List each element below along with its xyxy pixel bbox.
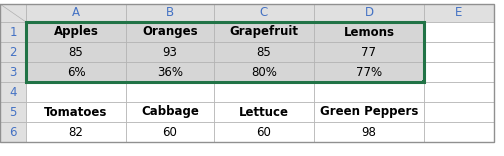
Bar bbox=[0, 4, 26, 22]
Text: Lettuce: Lettuce bbox=[239, 105, 289, 119]
Text: D: D bbox=[364, 7, 373, 20]
Text: Tomatoes: Tomatoes bbox=[44, 105, 108, 119]
Bar bbox=[314, 62, 424, 82]
Text: 4: 4 bbox=[9, 85, 17, 98]
Text: 6: 6 bbox=[9, 125, 17, 139]
Bar bbox=[314, 22, 424, 42]
Bar bbox=[314, 102, 424, 122]
Text: C: C bbox=[260, 7, 268, 20]
Bar bbox=[314, 122, 424, 142]
Bar bbox=[214, 62, 314, 82]
Text: 80%: 80% bbox=[251, 66, 277, 78]
Bar bbox=[0, 122, 26, 142]
Text: 36%: 36% bbox=[157, 66, 183, 78]
Bar bbox=[126, 82, 214, 102]
Text: Green Peppers: Green Peppers bbox=[320, 105, 418, 119]
Bar bbox=[26, 4, 126, 22]
Text: 60: 60 bbox=[257, 125, 272, 139]
Text: Cabbage: Cabbage bbox=[141, 105, 199, 119]
Text: A: A bbox=[72, 7, 80, 20]
Bar bbox=[126, 102, 214, 122]
Bar bbox=[126, 22, 214, 42]
Text: 98: 98 bbox=[361, 125, 376, 139]
Bar bbox=[314, 42, 424, 62]
Bar bbox=[126, 42, 214, 62]
Text: E: E bbox=[455, 7, 463, 20]
Text: 1: 1 bbox=[9, 25, 17, 39]
Bar bbox=[214, 22, 314, 42]
Bar bbox=[424, 62, 494, 82]
Bar bbox=[422, 80, 426, 84]
Bar bbox=[26, 122, 126, 142]
Bar bbox=[424, 4, 494, 22]
Bar bbox=[0, 22, 26, 42]
Bar bbox=[26, 22, 126, 42]
Bar bbox=[214, 82, 314, 102]
Bar bbox=[424, 42, 494, 62]
Bar bbox=[26, 22, 424, 82]
Text: Lemons: Lemons bbox=[344, 25, 395, 39]
Text: 2: 2 bbox=[9, 46, 17, 58]
Bar bbox=[424, 122, 494, 142]
Text: 77: 77 bbox=[361, 46, 376, 58]
Bar bbox=[214, 42, 314, 62]
Bar bbox=[0, 4, 494, 142]
Bar bbox=[314, 4, 424, 22]
Bar bbox=[314, 82, 424, 102]
Text: Oranges: Oranges bbox=[142, 25, 198, 39]
Text: 60: 60 bbox=[163, 125, 177, 139]
Bar bbox=[214, 4, 314, 22]
Bar bbox=[26, 82, 126, 102]
Text: 82: 82 bbox=[69, 125, 84, 139]
Bar bbox=[126, 122, 214, 142]
Text: 85: 85 bbox=[69, 46, 83, 58]
Bar bbox=[26, 62, 126, 82]
Bar bbox=[0, 82, 26, 102]
Text: Apples: Apples bbox=[53, 25, 98, 39]
Bar bbox=[126, 4, 214, 22]
Bar bbox=[214, 102, 314, 122]
Text: 5: 5 bbox=[9, 105, 17, 119]
Bar bbox=[0, 102, 26, 122]
Bar bbox=[424, 82, 494, 102]
Text: 3: 3 bbox=[9, 66, 17, 78]
Bar bbox=[424, 22, 494, 42]
Bar bbox=[26, 42, 126, 62]
Text: Grapefruit: Grapefruit bbox=[229, 25, 298, 39]
Text: 77%: 77% bbox=[356, 66, 382, 78]
Text: 6%: 6% bbox=[67, 66, 85, 78]
Text: 85: 85 bbox=[257, 46, 271, 58]
Text: 93: 93 bbox=[163, 46, 177, 58]
Bar bbox=[0, 62, 26, 82]
Bar bbox=[26, 102, 126, 122]
Bar bbox=[424, 102, 494, 122]
Bar bbox=[214, 122, 314, 142]
Bar bbox=[126, 62, 214, 82]
Bar bbox=[0, 42, 26, 62]
Text: B: B bbox=[166, 7, 174, 20]
